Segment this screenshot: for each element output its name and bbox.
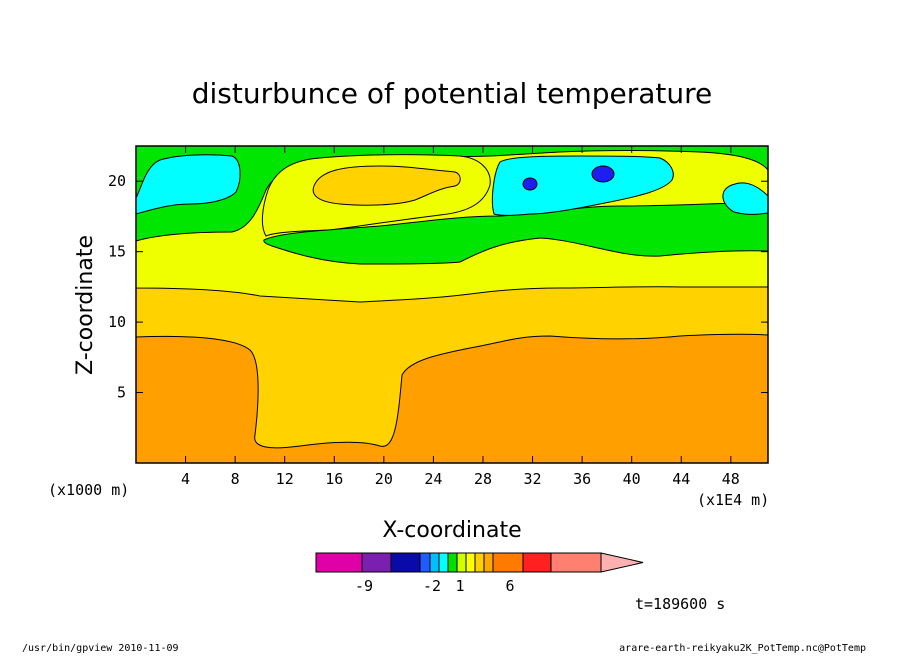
- colorbar-swatch: [483, 552, 494, 573]
- y-units-label: (x1000 m): [48, 481, 129, 499]
- chart-title: disturbunce of potential temperature: [192, 77, 713, 110]
- x-tick-label: 40: [623, 470, 641, 488]
- colorbar-swatch: [315, 552, 363, 573]
- colorbar: [315, 552, 644, 573]
- colorbar-swatch: [390, 552, 421, 573]
- colorbar-extend-arrow: [600, 552, 644, 573]
- y-tick-label: 20: [108, 172, 126, 190]
- x-axis-title: X-coordinate: [382, 518, 521, 543]
- x-tick-label: 16: [325, 470, 343, 488]
- x-tick-label: 48: [722, 470, 740, 488]
- time-label: t=189600 s: [635, 595, 725, 613]
- x-tick-label: 20: [375, 470, 393, 488]
- region-blue-spot-1: [522, 177, 538, 191]
- y-tick-label: 15: [108, 243, 126, 261]
- region-cyan-right: [491, 155, 674, 216]
- x-tick-label: 36: [573, 470, 591, 488]
- x-tick-label: 32: [524, 470, 542, 488]
- plot-area: [135, 145, 769, 464]
- x-tick-label: 24: [424, 470, 442, 488]
- colorbar-swatch: [419, 552, 431, 573]
- region-blue-spot-2: [591, 165, 615, 183]
- colorbar-swatch: [438, 552, 449, 573]
- y-tick-label: 10: [108, 313, 126, 331]
- region-green-band: [263, 202, 769, 265]
- colorbar-swatch: [429, 552, 440, 573]
- y-axis-title: Z-coordinate: [73, 235, 98, 375]
- colorbar-swatch: [522, 552, 552, 573]
- colorbar-swatch: [456, 552, 467, 573]
- y-axis: 5 10 15 20: [108, 172, 768, 402]
- colorbar-swatch: [474, 552, 485, 573]
- region-cyan-edge: [722, 182, 769, 215]
- x-tick-label: 28: [474, 470, 492, 488]
- footer-right: arare-earth-reikyaku2K_PotTemp.nc@PotTem…: [619, 643, 866, 654]
- region-gold-bubble: [312, 165, 461, 206]
- colorbar-swatch: [550, 552, 602, 573]
- x-units-label: (x1E4 m): [697, 491, 769, 509]
- footer-left: /usr/bin/gpview 2010-11-09: [22, 643, 179, 654]
- colorbar-swatch: [361, 552, 392, 573]
- x-tick-label: 4: [181, 470, 190, 488]
- x-tick-label: 12: [276, 470, 294, 488]
- colorbar-swatch: [447, 552, 458, 573]
- colorbar-swatch: [465, 552, 476, 573]
- colorbar-swatch: [492, 552, 524, 573]
- region-cyan-left: [135, 154, 241, 215]
- colorbar-label: 1: [455, 577, 464, 595]
- x-axis: 4 8 12 16 20 24 28 32 36 40 44 48: [181, 146, 740, 488]
- plot-frame: [135, 145, 769, 464]
- colorbar-label: -9: [355, 577, 373, 595]
- colorbar-labels: -9 -2 1 6: [355, 577, 515, 595]
- colorbar-label: 6: [505, 577, 514, 595]
- y-tick-label: 5: [117, 384, 126, 402]
- x-tick-label: 44: [672, 470, 690, 488]
- colorbar-label: -2: [423, 577, 441, 595]
- x-tick-label: 8: [231, 470, 240, 488]
